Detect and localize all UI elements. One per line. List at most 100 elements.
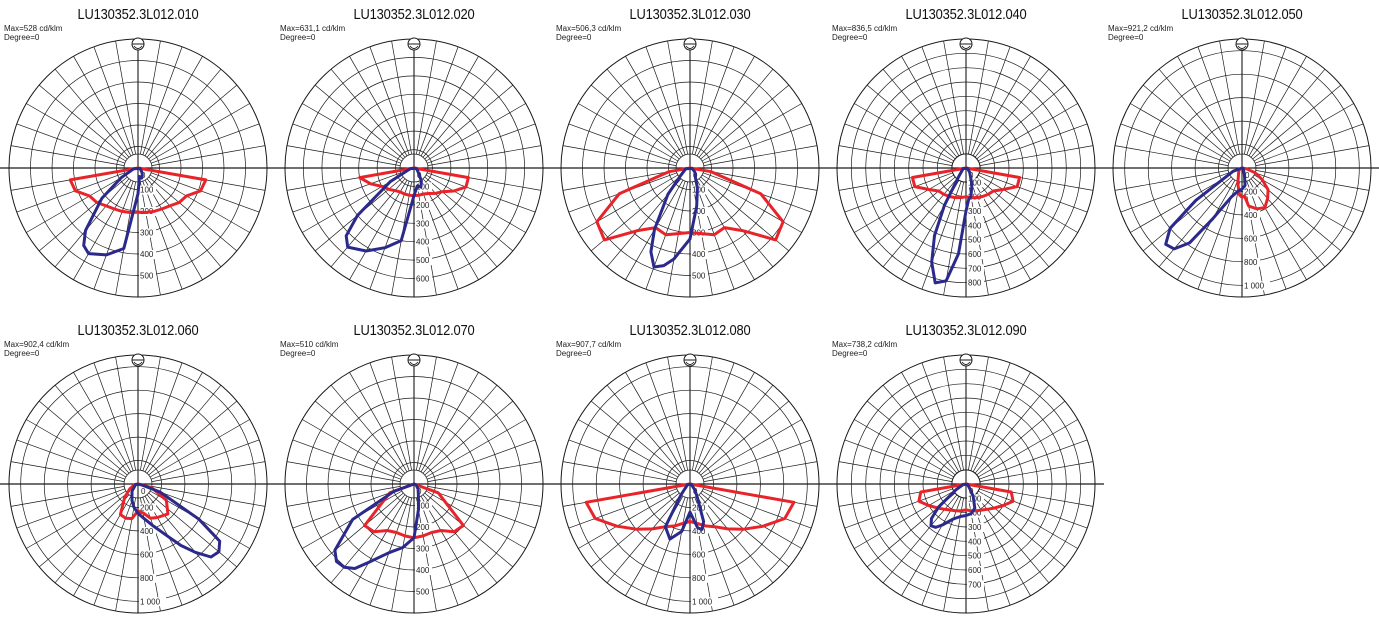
grid-spoke <box>1219 40 1240 155</box>
grid-spoke <box>698 494 774 584</box>
tick-label-background <box>967 566 984 575</box>
tick-label-background <box>415 256 432 266</box>
grid-spoke <box>26 490 127 549</box>
grid-spoke <box>1255 145 1370 166</box>
tick-label: 100 <box>692 186 706 195</box>
tick-label: 500 <box>968 236 982 245</box>
tick-label-zero: 0 <box>1245 171 1250 180</box>
tick-label: 600 <box>1244 234 1258 243</box>
grid-spoke <box>142 497 183 606</box>
grid-spoke <box>1252 84 1342 160</box>
grid-spoke <box>418 497 459 606</box>
curve-c90-blue <box>1164 166 1247 251</box>
grid-spoke <box>976 84 1066 160</box>
curve-c90-blue <box>930 166 974 285</box>
tick-label-background <box>967 264 984 274</box>
luminaire-icon <box>959 37 973 51</box>
tick-label: 100 <box>140 186 154 195</box>
tick-label: 200 <box>140 503 154 512</box>
chart-title: LU130352.3L012.020 <box>353 6 475 23</box>
grid-spoke <box>698 384 774 474</box>
grid-spoke <box>700 400 790 476</box>
chart-title: LU130352.3L012.010 <box>77 6 199 23</box>
curve-c90-blue <box>929 482 977 529</box>
grid-spoke <box>970 46 1011 155</box>
grid-spoke <box>286 486 401 507</box>
curve-c90-blue <box>82 166 144 257</box>
polar-chart: LU130352.3L012.060 Max=902,4 cd/klm Degree… <box>0 316 276 632</box>
grid-spoke <box>1253 103 1354 162</box>
tick-label: 500 <box>140 272 154 281</box>
grid-spoke <box>696 495 755 596</box>
tick-label: 200 <box>416 523 430 532</box>
grid-spoke <box>568 439 677 480</box>
grid-spoke <box>703 461 818 482</box>
tick-label-background <box>139 573 156 583</box>
grid-spoke <box>349 372 408 473</box>
polar-chart: LU130352.3L012.030 Max=506,3 cd/klm Degree… <box>552 0 828 316</box>
grid-spoke <box>292 172 401 213</box>
grid-spoke <box>1114 145 1229 166</box>
grid-spoke <box>972 372 1031 473</box>
tick-label-background <box>967 580 984 590</box>
grid-spoke <box>140 181 161 296</box>
grid-spoke <box>422 384 498 474</box>
max-intensity-label: Max=528 cd/klm <box>4 24 63 33</box>
tick-label: 500 <box>692 272 706 281</box>
grid-spoke <box>146 494 222 584</box>
tick-label-background <box>967 250 984 259</box>
tick-label: 100 <box>416 502 430 511</box>
grid-spoke <box>93 181 134 290</box>
grid-spoke <box>976 492 1066 568</box>
grid-spoke <box>578 419 679 478</box>
tick-label: 800 <box>692 574 706 583</box>
grid-spoke <box>73 372 132 473</box>
max-intensity-label: Max=907,7 cd/klm <box>556 340 621 349</box>
grid-spoke <box>425 103 526 162</box>
curve-c0-red <box>910 166 1022 200</box>
tick-label-background <box>139 597 166 607</box>
grid-spoke <box>427 488 536 529</box>
grid-spoke <box>142 46 183 155</box>
grid-spoke <box>391 356 412 471</box>
grid-spoke <box>416 497 437 612</box>
grid-spoke <box>427 439 536 480</box>
tick-label: 600 <box>140 550 154 559</box>
grid-spoke <box>921 46 962 155</box>
grid-spoke <box>844 488 953 529</box>
grid-spoke <box>292 123 401 164</box>
grid-spoke <box>590 400 680 476</box>
grid-spoke <box>1142 176 1232 252</box>
curve-c90-blue <box>649 166 699 269</box>
luminaire-icon <box>683 37 697 51</box>
grid-spoke <box>1120 123 1229 164</box>
grid-spoke <box>1244 40 1265 155</box>
grid-spoke <box>418 362 459 471</box>
tick-label-background <box>415 200 432 210</box>
tick-label-background <box>1243 234 1260 244</box>
tick-label-background <box>691 185 708 195</box>
grid-spoke <box>391 40 412 155</box>
grid-spoke <box>93 362 134 471</box>
grid-spoke <box>1255 123 1364 164</box>
tick-label-background <box>415 501 432 511</box>
tick-label-background <box>967 523 984 532</box>
tick-label-background <box>139 185 156 195</box>
grid-spoke <box>645 46 686 155</box>
luminaire-icon <box>683 353 697 367</box>
grid-spoke <box>568 488 677 529</box>
grid-spoke <box>418 46 459 155</box>
grid-spoke <box>146 178 222 268</box>
max-intensity-label: Max=921,2 cd/klm <box>1108 24 1173 33</box>
polar-chart: LU130352.3L012.080 Max=907,7 cd/klm Degree… <box>552 316 828 632</box>
tick-label: 1 000 <box>692 597 713 606</box>
grid-spoke <box>151 486 266 507</box>
grid-spoke <box>1253 174 1354 233</box>
caption-background <box>2 22 84 44</box>
grid-spoke <box>425 419 526 478</box>
grid-spoke <box>1158 178 1234 268</box>
grid-spoke <box>698 68 774 158</box>
grid-spoke <box>703 170 818 191</box>
tick-label: 200 <box>968 509 982 518</box>
